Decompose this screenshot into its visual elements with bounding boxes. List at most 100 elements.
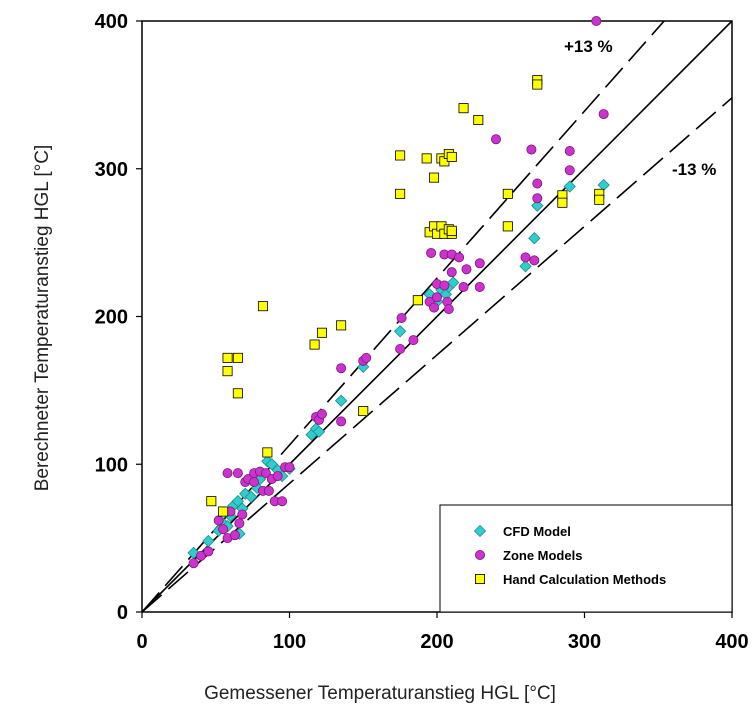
- annotation-label: +13 %: [564, 37, 613, 56]
- point-square: [458, 103, 469, 114]
- point-square: [262, 447, 273, 458]
- legend-marker-circle: [474, 550, 485, 561]
- point-diamond: [312, 425, 326, 438]
- point-diamond: [447, 276, 460, 289]
- point-circle: [218, 524, 229, 535]
- point-circle: [361, 352, 372, 363]
- point-square: [358, 406, 369, 417]
- point-diamond: [244, 490, 258, 503]
- legend: CFD Model Zone Models Hand Calculation Met…: [439, 504, 733, 613]
- point-circle: [439, 280, 450, 291]
- point-circle: [188, 558, 199, 569]
- annotation-label: -13 %: [672, 160, 716, 179]
- point-circle: [336, 416, 347, 427]
- point-diamond: [334, 394, 348, 407]
- point-circle: [237, 509, 248, 520]
- point-square: [502, 221, 513, 232]
- point-circle: [232, 468, 243, 479]
- point-circle: [526, 144, 537, 155]
- data-points: [187, 15, 610, 569]
- point-square: [206, 496, 217, 507]
- point-circle: [598, 109, 609, 120]
- x-tick-label: 0: [136, 631, 147, 653]
- legend-label: CFD Model: [503, 524, 571, 539]
- point-circle: [277, 496, 288, 507]
- point-square: [412, 295, 423, 306]
- point-square: [257, 301, 268, 312]
- x-tick-label: 300: [568, 631, 601, 653]
- point-diamond: [393, 325, 407, 338]
- legend-label: Hand Calculation Methods: [503, 572, 666, 587]
- point-circle: [395, 344, 406, 355]
- point-circle: [532, 193, 543, 204]
- legend-marker-square: [474, 574, 485, 585]
- point-square: [222, 366, 233, 377]
- point-circle: [260, 468, 271, 479]
- point-circle: [532, 178, 543, 189]
- point-square: [446, 151, 457, 162]
- point-square: [421, 153, 432, 164]
- legend-box: [439, 504, 733, 613]
- point-diamond: [563, 180, 576, 193]
- point-circle: [564, 146, 575, 157]
- point-circle: [249, 476, 260, 487]
- point-circle: [195, 550, 206, 561]
- point-diamond: [239, 487, 252, 500]
- x-axis-title: Gemessener Temperaturanstieg HGL [°C]: [204, 683, 556, 704]
- x-tick-label: 200: [420, 631, 453, 653]
- point-circle: [213, 515, 224, 526]
- point-circle: [396, 312, 407, 323]
- point-circle: [272, 471, 283, 482]
- point-square: [316, 327, 327, 338]
- point-circle: [429, 302, 440, 313]
- point-circle: [461, 264, 472, 275]
- point-diamond: [202, 534, 215, 548]
- legend-label: Zone Models: [503, 548, 582, 563]
- point-square: [594, 194, 605, 205]
- point-circle: [234, 518, 245, 529]
- series-square: [206, 75, 605, 517]
- point-square: [395, 150, 406, 161]
- point-square: [218, 506, 229, 517]
- point-circle: [431, 292, 442, 303]
- point-circle: [426, 247, 437, 258]
- point-square: [232, 388, 243, 399]
- point-diamond: [528, 232, 541, 245]
- series-circle: [188, 15, 609, 569]
- point-circle: [520, 252, 531, 263]
- point-square: [309, 339, 320, 350]
- point-circle: [408, 335, 419, 346]
- point-circle: [284, 462, 295, 473]
- point-diamond: [519, 260, 532, 273]
- point-circle: [591, 15, 602, 26]
- point-circle: [203, 546, 214, 557]
- point-circle: [490, 134, 501, 145]
- point-square: [473, 114, 484, 125]
- point-circle: [474, 258, 485, 269]
- point-square: [502, 188, 513, 199]
- point-square: [336, 320, 347, 331]
- x-tick-label: 400: [715, 631, 748, 653]
- point-circle: [316, 409, 327, 420]
- legend-marker-diamond: [473, 524, 487, 538]
- x-axis-ticks: 0 100 200 300 400: [136, 612, 749, 653]
- point-circle: [263, 485, 274, 496]
- y-tick-label: 200: [95, 307, 128, 329]
- point-circle: [443, 304, 454, 315]
- point-square: [395, 188, 406, 199]
- y-tick-label: 100: [95, 454, 128, 476]
- point-circle: [222, 468, 233, 479]
- point-square: [222, 352, 233, 363]
- point-diamond: [265, 458, 278, 471]
- y-tick-label: 400: [95, 11, 128, 33]
- y-tick-label: 300: [95, 159, 128, 181]
- y-tick-label: 0: [117, 602, 128, 624]
- point-square: [557, 197, 568, 208]
- y-axis-title: Berechneter Temperaturanstieg HGL [°C]: [32, 145, 53, 492]
- point-circle: [458, 281, 469, 292]
- point-diamond: [231, 495, 245, 508]
- point-circle: [229, 530, 240, 541]
- point-circle: [336, 363, 347, 374]
- series-diamond: [187, 178, 610, 560]
